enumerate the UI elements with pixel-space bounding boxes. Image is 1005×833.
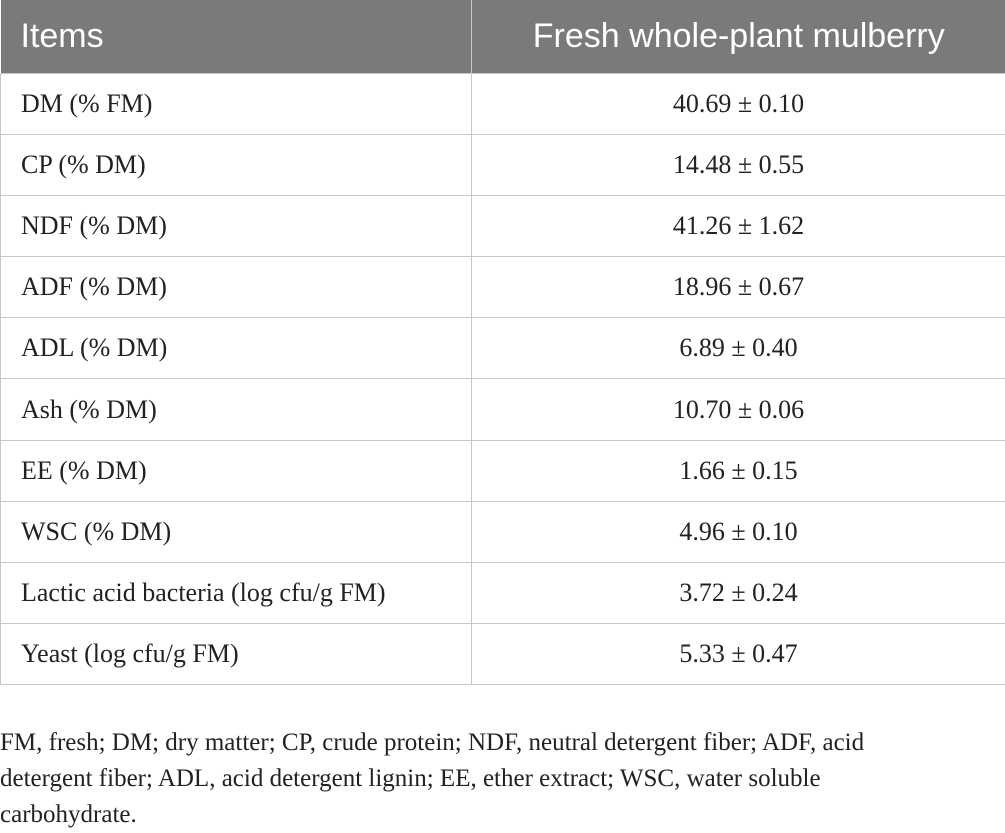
row-item-label: ADF (% DM) — [1, 257, 472, 318]
row-value: 3.72 ± 0.24 — [472, 563, 1005, 624]
row-item-label: Lactic acid bacteria (log cfu/g FM) — [1, 563, 472, 624]
row-item-label: ADL (% DM) — [1, 318, 472, 379]
table-footnote: FM, fresh; DM; dry matter; CP, crude pro… — [0, 725, 960, 833]
row-value: 4.96 ± 0.10 — [472, 501, 1005, 562]
table-row: ADF (% DM) 18.96 ± 0.67 — [1, 257, 1005, 318]
header-items: Items — [1, 0, 472, 73]
table-row: CP (% DM) 14.48 ± 0.55 — [1, 134, 1005, 195]
table-header: Items Fresh whole-plant mulberry — [1, 0, 1005, 73]
table-row: WSC (% DM) 4.96 ± 0.10 — [1, 501, 1005, 562]
row-item-label: EE (% DM) — [1, 440, 472, 501]
row-value: 41.26 ± 1.62 — [472, 195, 1005, 256]
row-value: 1.66 ± 0.15 — [472, 440, 1005, 501]
table-row: Lactic acid bacteria (log cfu/g FM) 3.72… — [1, 563, 1005, 624]
row-value: 6.89 ± 0.40 — [472, 318, 1005, 379]
table-row: EE (% DM) 1.66 ± 0.15 — [1, 440, 1005, 501]
row-value: 18.96 ± 0.67 — [472, 257, 1005, 318]
composition-table-container: Items Fresh whole-plant mulberry DM (% F… — [0, 0, 1005, 685]
header-fresh-whole-plant-mulberry: Fresh whole-plant mulberry — [472, 0, 1005, 73]
row-item-label: CP (% DM) — [1, 134, 472, 195]
row-value: 10.70 ± 0.06 — [472, 379, 1005, 440]
composition-table: Items Fresh whole-plant mulberry DM (% F… — [0, 0, 1005, 685]
table-body: DM (% FM) 40.69 ± 0.10 CP (% DM) 14.48 ±… — [1, 73, 1005, 685]
table-row: DM (% FM) 40.69 ± 0.10 — [1, 73, 1005, 134]
row-value: 5.33 ± 0.47 — [472, 624, 1005, 685]
row-item-label: Ash (% DM) — [1, 379, 472, 440]
table-row: Ash (% DM) 10.70 ± 0.06 — [1, 379, 1005, 440]
table-row: Yeast (log cfu/g FM) 5.33 ± 0.47 — [1, 624, 1005, 685]
table-row: ADL (% DM) 6.89 ± 0.40 — [1, 318, 1005, 379]
table-row: NDF (% DM) 41.26 ± 1.62 — [1, 195, 1005, 256]
row-value: 14.48 ± 0.55 — [472, 134, 1005, 195]
header-row: Items Fresh whole-plant mulberry — [1, 0, 1005, 73]
row-item-label: WSC (% DM) — [1, 501, 472, 562]
row-item-label: Yeast (log cfu/g FM) — [1, 624, 472, 685]
row-value: 40.69 ± 0.10 — [472, 73, 1005, 134]
row-item-label: DM (% FM) — [1, 73, 472, 134]
row-item-label: NDF (% DM) — [1, 195, 472, 256]
